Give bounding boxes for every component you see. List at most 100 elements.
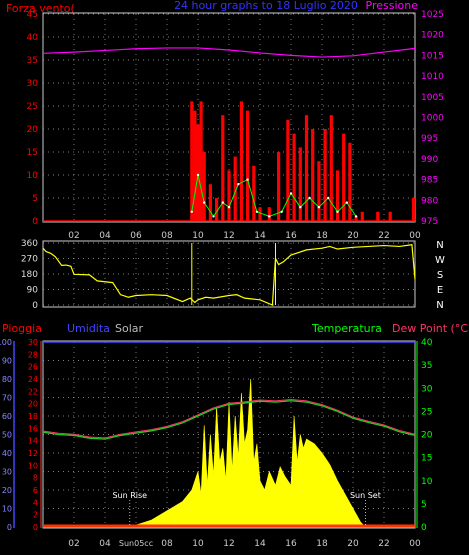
wind-speed-point (196, 173, 200, 177)
wind-gust-bar (193, 110, 197, 221)
wind-speed-point (255, 210, 259, 213)
direction-tick-label: 0 (32, 301, 38, 311)
wind-speed-point (221, 201, 224, 204)
temperature-tick-label: 30 (421, 384, 433, 394)
rain-tick-label: 26 (28, 363, 38, 372)
dew-point-line (42, 399, 416, 439)
compass-label: E (437, 285, 443, 296)
wind-gust-bar (233, 156, 237, 221)
x-tick-label: 16 (285, 231, 297, 241)
wind-gust-bar (342, 133, 346, 221)
wind-speed-point (299, 206, 302, 209)
temperature-tick-label: 20 (421, 431, 433, 441)
pressure-tick-label: 1020 (421, 31, 444, 41)
wind-gust-bar (202, 152, 206, 221)
wind-speed-point (237, 183, 240, 186)
wind-speed-point (308, 196, 311, 200)
wind-gust-bar (258, 207, 262, 221)
pressure-axis-ticks: 975 980 985 990 995 1000 1005 1010 1015 1020 1025 (421, 10, 444, 227)
wind-gust-bar (388, 211, 392, 221)
x-tick-label: 16 (285, 539, 297, 549)
wind-gust-bar (267, 207, 271, 221)
rain-tick-label: 0 (33, 523, 38, 532)
compass-label: N (436, 300, 443, 311)
temperature-tick-label: 25 (421, 407, 432, 417)
rain-tick-label: 18 (28, 412, 38, 421)
wind-speed-point (354, 215, 358, 218)
x-tick-label: 14 (254, 539, 266, 549)
wind-speed-point (289, 192, 293, 195)
humidity-tick-label: 70 (2, 394, 12, 403)
humidity-tick-label: 30 (2, 468, 12, 477)
x-tick-label: 22 (378, 231, 389, 241)
wind-gust-bar (215, 198, 219, 221)
pressure-tick-label: 985 (421, 176, 438, 186)
x-tick-label: 02 (68, 539, 79, 549)
rain-tick-label: 2 (33, 511, 38, 520)
humidity-tick-label: 10 (2, 505, 12, 514)
rain-tick-label: 24 (28, 375, 38, 384)
humidity-tick-label: 90 (2, 357, 12, 366)
wind-speed-point (280, 210, 283, 213)
humidity-label: Umidita (67, 322, 110, 335)
wind-tick-label: 45 (27, 10, 38, 20)
rain-tick-label: 16 (28, 424, 38, 433)
temperature-tick-label: 40 (421, 338, 433, 348)
wind-speed-point (317, 206, 321, 209)
direction-tick-label: 180 (21, 270, 38, 280)
wind-tick-label: 10 (27, 171, 39, 181)
rain-tick-label: 28 (28, 350, 38, 359)
wind-tick-label: 25 (27, 102, 38, 112)
solar-area (129, 378, 367, 528)
pressure-tick-label: 1015 (421, 51, 444, 61)
direction-tick-label: 90 (27, 286, 39, 296)
wind-speed-point (246, 178, 249, 181)
x-tick-label: 00 (409, 231, 421, 241)
wind-speed-point (327, 196, 330, 200)
rain-tick-label: 6 (33, 486, 38, 495)
humidity-tick-label: 100 (0, 338, 12, 347)
wind-gust-bar (304, 115, 309, 221)
x-tick-label: 18 (316, 539, 328, 549)
compass-label: S (437, 270, 443, 281)
wind-gust-bar (246, 110, 250, 221)
panel-direction-grid (43, 242, 415, 306)
direction-axis-ticks: 0 90 180 270 360 (21, 239, 38, 311)
x-tick-label: 04 (99, 231, 111, 241)
sun-markers: Sun Rise Sun Set (112, 491, 381, 527)
wind-speed-point (190, 210, 193, 213)
x-tick-label: 22 (378, 539, 389, 549)
rain-tick-label: 30 (28, 338, 38, 347)
wind-gust-bars (43, 101, 416, 222)
temperature-tick-label: 5 (421, 500, 427, 510)
x-tick-label: 12 (223, 539, 234, 549)
header-left-label: Forza vento( (6, 2, 75, 15)
header-title: 24 hour graphs to 18 Luglio 2020 (174, 0, 358, 12)
wind-gust-bar (199, 101, 203, 221)
wind-gust-bar (286, 119, 290, 221)
rain-tick-label: 4 (33, 498, 38, 507)
x-tick-label: 08 (161, 539, 173, 549)
wind-gust-bar (376, 211, 380, 221)
wind-gust-bar (227, 170, 231, 221)
pressure-tick-label: 1005 (421, 93, 444, 103)
panel-temp-x-ticks: 02 04 Sun05cc 08 10 12 14 16 18 20 22 00 (68, 539, 421, 549)
wind-gust-bar (221, 115, 225, 221)
x-tick-label: 02 (68, 231, 79, 241)
wind-gust-bar (360, 211, 364, 221)
x-tick-label: 20 (347, 539, 359, 549)
wind-tick-label: 0 (32, 217, 38, 227)
pressure-tick-label: 1025 (421, 10, 444, 20)
rain-tick-label: 12 (28, 449, 38, 458)
wind-speed-point (345, 201, 348, 204)
wind-speed-point (203, 201, 206, 204)
pressure-line (42, 47, 416, 58)
temperature-tick-label: 15 (421, 454, 432, 464)
wind-speed-point (212, 215, 215, 218)
x-tick-label: 12 (223, 231, 234, 241)
x-tick-label: 14 (254, 231, 266, 241)
direction-tick-label: 360 (21, 239, 38, 249)
humidity-tick-label: 80 (2, 375, 12, 384)
